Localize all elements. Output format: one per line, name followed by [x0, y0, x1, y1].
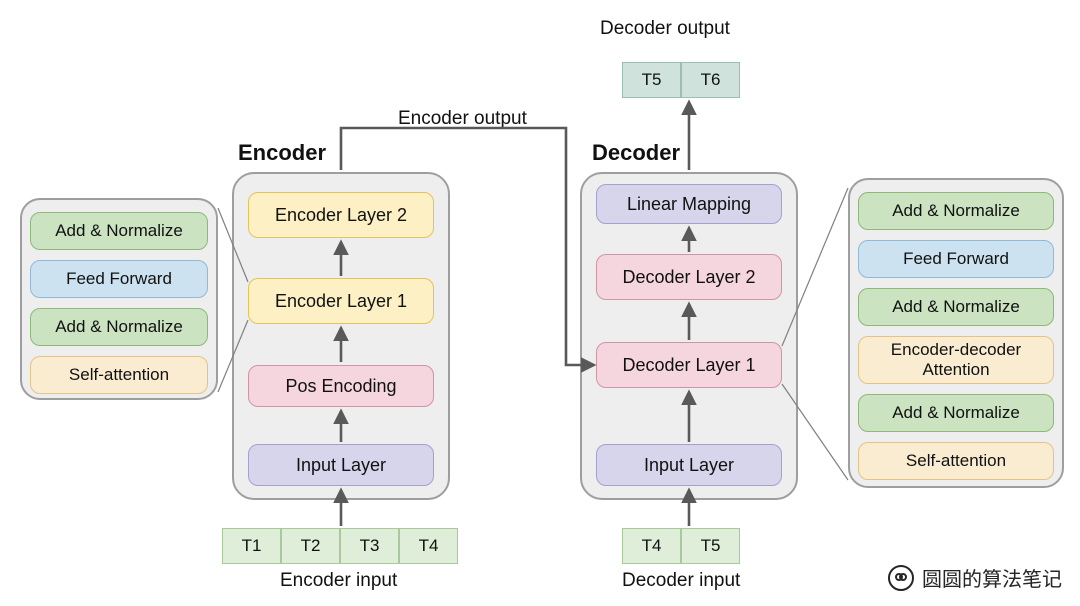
- token-label: T1: [242, 536, 262, 556]
- block-label: Decoder Layer 1: [622, 355, 755, 376]
- token-label: T5: [642, 70, 662, 90]
- label-decoder_input: Decoder input: [622, 570, 740, 592]
- block-label: Input Layer: [296, 455, 386, 476]
- encoder-detail-item-3: Self-attention: [30, 356, 208, 394]
- watermark-text: 圆圆的算法笔记: [922, 563, 1062, 592]
- encoder-detail-item-0: Add & Normalize: [30, 212, 208, 250]
- token-label: T2: [301, 536, 321, 556]
- token-label: T4: [419, 536, 439, 556]
- token-label: T6: [701, 70, 721, 90]
- detail-item-label: Feed Forward: [903, 249, 1009, 269]
- detail-item-label: Feed Forward: [66, 269, 172, 289]
- decoder-output-token-1: T6: [681, 62, 740, 98]
- detail-item-label: Add & Normalize: [892, 403, 1020, 423]
- decoder-output-token-0: T5: [622, 62, 681, 98]
- token-label: T5: [701, 536, 721, 556]
- encoder-detail-item-2: Add & Normalize: [30, 308, 208, 346]
- detail-item-label: Add & Normalize: [892, 201, 1020, 221]
- label-decoder_title: Decoder: [592, 140, 680, 166]
- detail-item-label: Add & Normalize: [892, 297, 1020, 317]
- encoder-input-token-3: T4: [399, 528, 458, 564]
- detail-item-label: Add & Normalize: [55, 221, 183, 241]
- token-label: T4: [642, 536, 662, 556]
- decoder-detail-item-2: Add & Normalize: [858, 288, 1054, 326]
- label-encoder_input: Encoder input: [280, 570, 397, 592]
- encoder-detail-item-1: Feed Forward: [30, 260, 208, 298]
- encoder-block-pos-encoding: Pos Encoding: [248, 365, 434, 407]
- decoder-input-token-0: T4: [622, 528, 681, 564]
- encoder-input-token-1: T2: [281, 528, 340, 564]
- decoder-block-dec-layer2: Decoder Layer 2: [596, 254, 782, 300]
- token-label: T3: [360, 536, 380, 556]
- block-label: Pos Encoding: [285, 376, 396, 397]
- detail-item-label: Encoder-decoder Attention: [863, 340, 1049, 379]
- encoder-block-enc-layer2: Encoder Layer 2: [248, 192, 434, 238]
- block-label: Encoder Layer 2: [275, 205, 407, 226]
- decoder-detail-item-3: Encoder-decoder Attention: [858, 336, 1054, 384]
- block-label: Decoder Layer 2: [622, 267, 755, 288]
- block-label: Encoder Layer 1: [275, 291, 407, 312]
- encoder-block-enc-input: Input Layer: [248, 444, 434, 486]
- decoder-input-token-1: T5: [681, 528, 740, 564]
- detail-item-label: Self-attention: [69, 365, 169, 385]
- detail-item-label: Self-attention: [906, 451, 1006, 471]
- decoder-block-dec-layer1: Decoder Layer 1: [596, 342, 782, 388]
- label-decoder_output: Decoder output: [600, 18, 730, 40]
- label-encoder_output: Encoder output: [398, 108, 527, 130]
- detail-item-label: Add & Normalize: [55, 317, 183, 337]
- decoder-detail-item-1: Feed Forward: [858, 240, 1054, 278]
- decoder-block-dec-input: Input Layer: [596, 444, 782, 486]
- decoder-block-linear-map: Linear Mapping: [596, 184, 782, 224]
- encoder-block-enc-layer1: Encoder Layer 1: [248, 278, 434, 324]
- decoder-detail-item-0: Add & Normalize: [858, 192, 1054, 230]
- wechat-icon: [888, 565, 914, 591]
- block-label: Linear Mapping: [627, 194, 751, 215]
- decoder-detail-item-4: Add & Normalize: [858, 394, 1054, 432]
- encoder-input-token-0: T1: [222, 528, 281, 564]
- watermark: 圆圆的算法笔记: [888, 563, 1062, 592]
- encoder-input-token-2: T3: [340, 528, 399, 564]
- decoder-detail-item-5: Self-attention: [858, 442, 1054, 480]
- block-label: Input Layer: [644, 455, 734, 476]
- label-encoder_title: Encoder: [238, 140, 326, 166]
